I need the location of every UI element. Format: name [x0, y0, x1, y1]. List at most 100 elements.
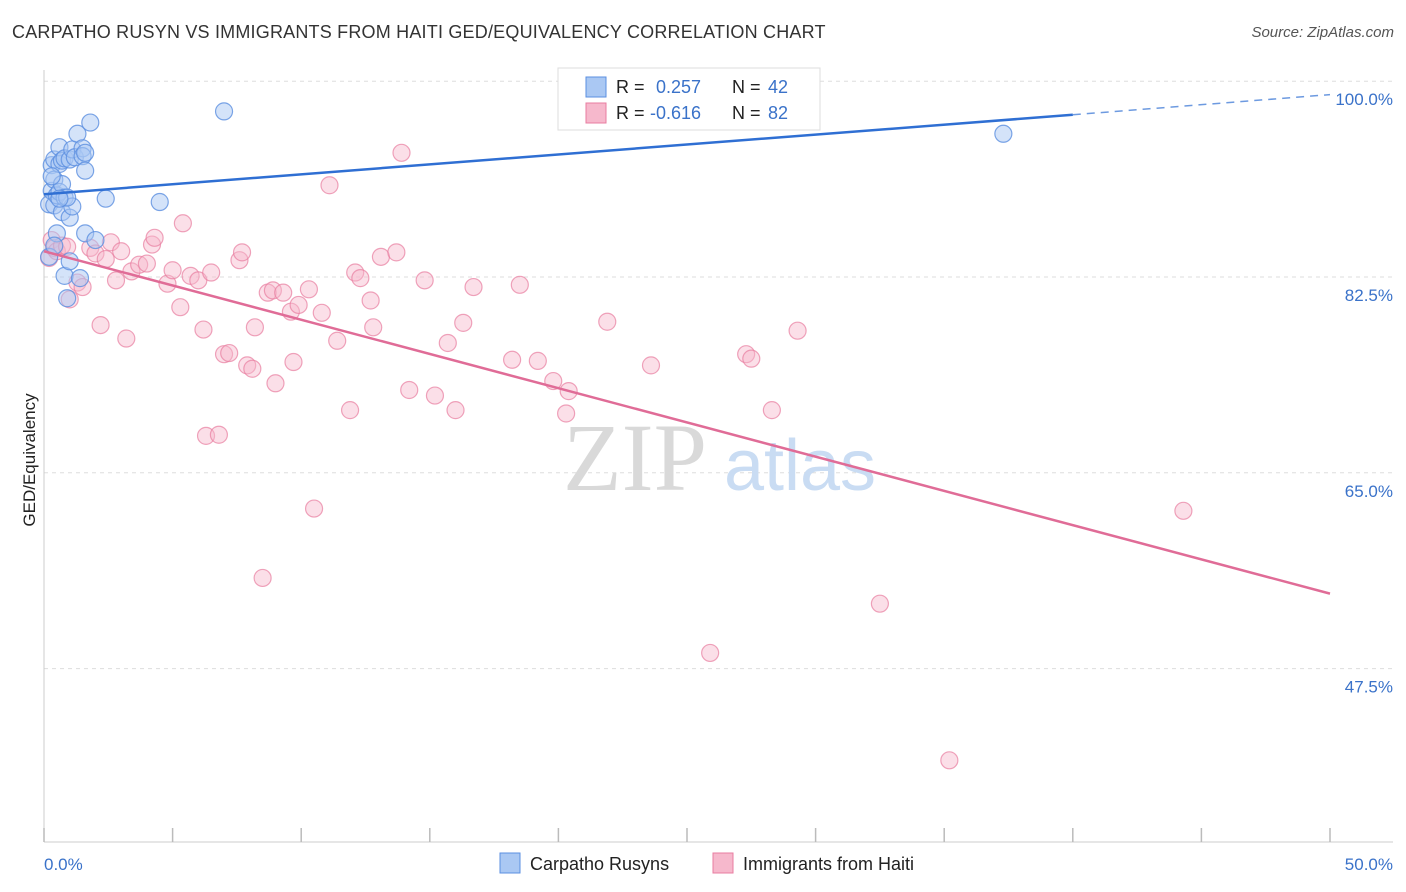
haiti-point — [1174, 501, 1193, 520]
legend-r-value-blue: 0.257 — [656, 77, 701, 97]
rusyn-point — [86, 230, 105, 250]
haiti-point — [557, 404, 576, 423]
legend-swatch-blue — [585, 76, 607, 98]
haiti-point — [312, 303, 331, 322]
rusyn-point — [150, 192, 169, 212]
watermark-zip: ZIP — [563, 404, 707, 511]
haiti-point — [425, 386, 445, 405]
rusyn-point — [81, 113, 100, 132]
haiti-point — [454, 313, 473, 332]
haiti-point — [351, 269, 370, 288]
bottom-legend-label-rusyn: Carpatho Rusyns — [530, 854, 669, 874]
haiti-point — [346, 263, 365, 282]
rusyn-point — [994, 124, 1013, 143]
correlation-legend: R = 0.257 N = 42 R = -0.616 N = 82 — [557, 67, 821, 131]
haiti-point — [253, 568, 272, 588]
watermark: ZIP atlas — [563, 404, 876, 511]
haiti-point — [266, 374, 285, 393]
y-tick-label: 82.5% — [1345, 286, 1393, 305]
rusyn-point — [76, 143, 95, 162]
rusyn-trend-line — [43, 113, 1073, 196]
haiti-point — [220, 343, 239, 363]
legend-n-value-blue: 42 — [768, 77, 788, 97]
haiti-point — [328, 331, 347, 350]
haiti-point — [446, 401, 465, 420]
haiti-point — [870, 594, 890, 613]
x-tick-labels: 0.0% 50.0% — [44, 855, 1393, 874]
haiti-point — [238, 356, 257, 375]
haiti-point — [701, 643, 720, 663]
rusyn-point — [96, 189, 115, 208]
haiti-point — [464, 277, 483, 297]
legend-n-value-pink: 82 — [768, 103, 788, 123]
haiti-point — [320, 176, 339, 195]
legend-swatch-pink — [585, 102, 607, 124]
haiti-point — [194, 320, 213, 339]
rusyn-point — [76, 161, 95, 180]
haiti-point — [196, 426, 216, 445]
haiti-point — [598, 312, 617, 331]
y-tick-label: 100.0% — [1335, 90, 1393, 109]
haiti-trend-line — [43, 250, 1331, 595]
source-credit: Source: ZipAtlas.com — [1251, 24, 1394, 41]
legend-r-label-pink: R = — [616, 103, 645, 123]
haiti-point — [400, 380, 419, 400]
bottom-legend-label-haiti: Immigrants from Haiti — [743, 854, 914, 874]
haiti-point — [940, 751, 959, 770]
haiti-point — [503, 350, 522, 369]
haiti-point — [299, 280, 319, 299]
legend-n-label-blue: N = — [732, 77, 761, 97]
haiti-point — [209, 425, 228, 444]
x-tick-label-left: 0.0% — [44, 855, 83, 874]
haiti-point — [528, 351, 547, 370]
haiti-point — [117, 329, 136, 348]
haiti-point — [510, 275, 529, 294]
legend-n-label-pink: N = — [732, 103, 761, 123]
haiti-point — [762, 401, 781, 420]
haiti-point — [387, 243, 406, 262]
haiti-point — [106, 271, 126, 290]
haiti-point — [788, 321, 807, 340]
rusyn-trend-extension — [1072, 93, 1331, 116]
trend-lines — [43, 93, 1331, 595]
haiti-point — [371, 247, 391, 266]
haiti-point — [415, 271, 434, 290]
haiti-point — [304, 499, 324, 518]
haiti-point — [137, 254, 156, 273]
y-tick-labels: 47.5% 65.0% 82.5% 100.0% — [1335, 90, 1393, 696]
haiti-point — [173, 214, 192, 233]
axes — [43, 70, 1393, 843]
rusyn-point — [58, 289, 77, 308]
y-tick-label: 47.5% — [1345, 678, 1393, 697]
legend-r-label-blue: R = — [616, 77, 645, 97]
rusyn-point — [214, 102, 234, 121]
haiti-point — [112, 242, 131, 261]
rusyn-point — [42, 167, 61, 186]
haiti-point — [641, 356, 661, 375]
rusyn-point — [70, 269, 90, 288]
haiti-point — [392, 143, 411, 162]
y-tick-label: 65.0% — [1345, 482, 1393, 501]
bottom-legend-swatch-haiti — [712, 852, 734, 874]
legend-r-value-pink: -0.616 — [650, 103, 701, 123]
x-tick-label-right: 50.0% — [1345, 855, 1393, 874]
haiti-point — [163, 261, 182, 280]
series-legend: Carpatho Rusyns Immigrants from Haiti — [499, 852, 914, 874]
haiti-point — [274, 283, 293, 302]
haiti-point — [284, 352, 303, 372]
haiti-point — [364, 318, 383, 337]
haiti-point — [171, 298, 190, 317]
haiti-point — [202, 263, 221, 282]
haiti-point — [91, 315, 110, 335]
haiti-point — [361, 291, 380, 310]
haiti-point — [232, 243, 252, 262]
haiti-point — [245, 318, 265, 337]
haiti-point — [289, 295, 308, 315]
haiti-point — [742, 349, 761, 368]
haiti-point — [243, 359, 262, 378]
haiti-point — [438, 333, 457, 353]
chart-title: CARPATHO RUSYN VS IMMIGRANTS FROM HAITI … — [12, 22, 826, 42]
series-rusyn-points — [40, 102, 1013, 308]
haiti-point — [145, 228, 164, 247]
